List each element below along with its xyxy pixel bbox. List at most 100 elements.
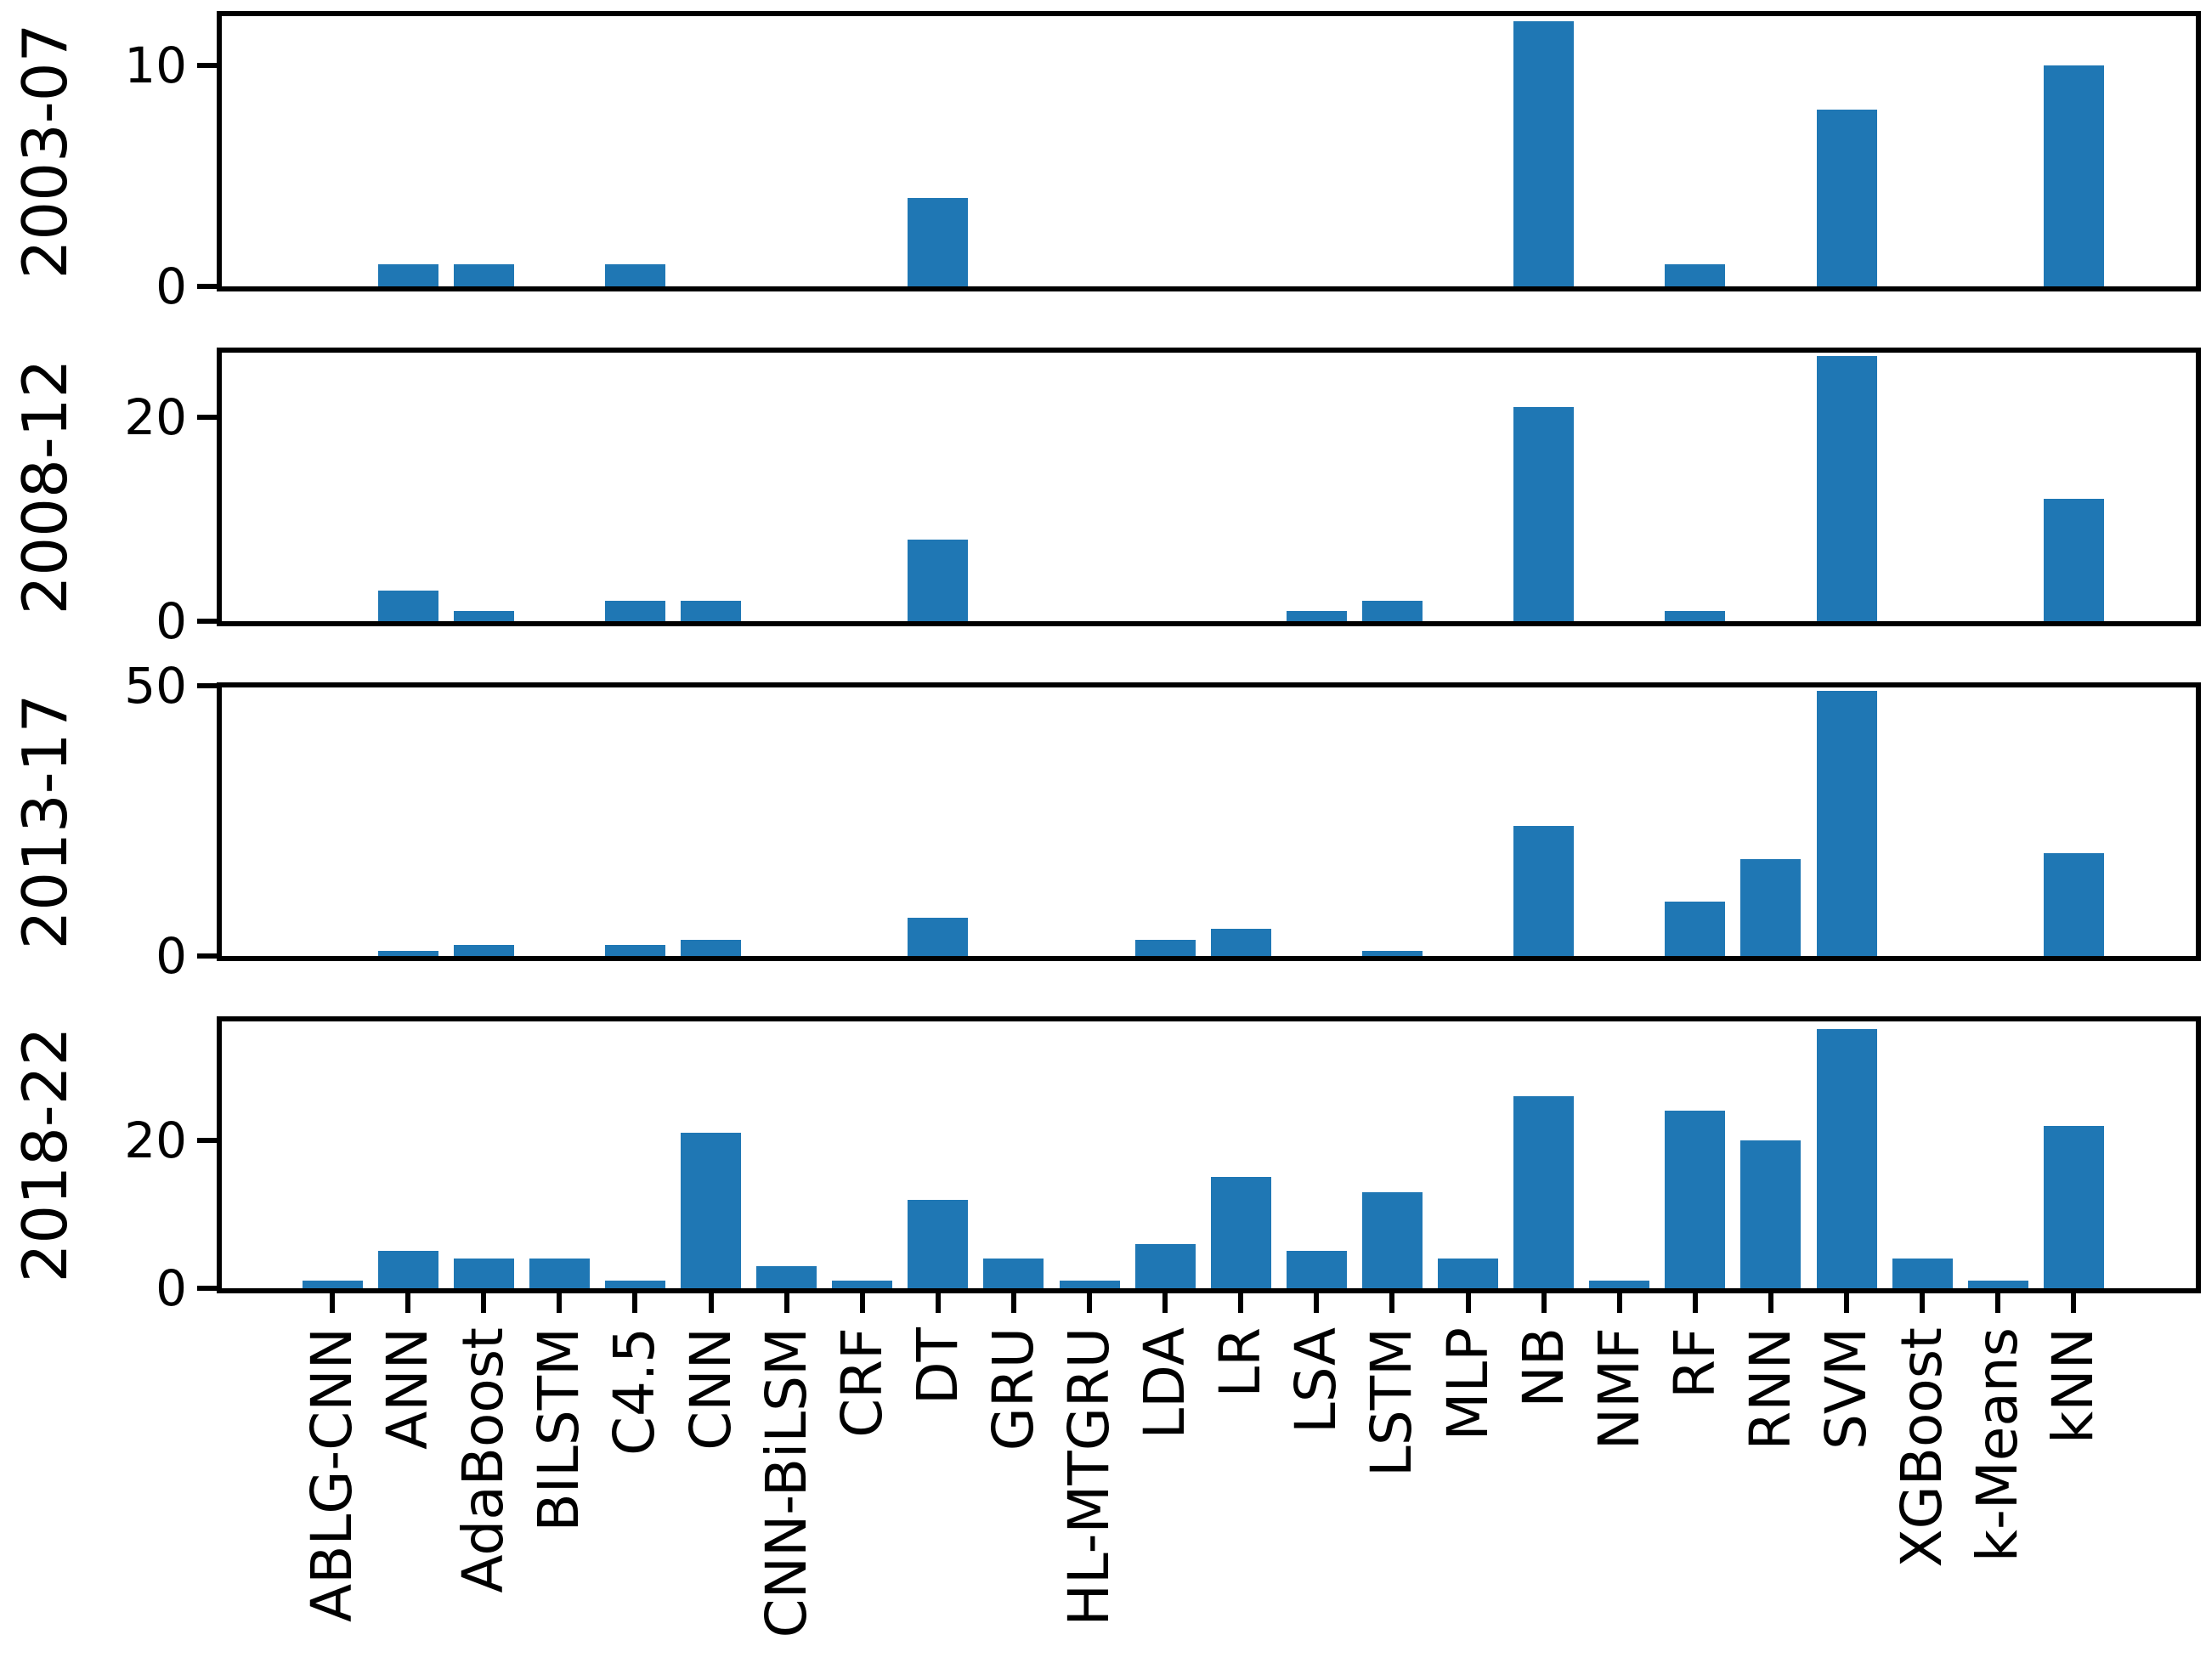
y-tick-mark: [197, 415, 217, 420]
row-label-2003-07: 2003-07: [9, 23, 81, 280]
y-tick-label: 10: [124, 37, 187, 94]
bar-ANN: [377, 951, 438, 956]
bar-LR: [1210, 929, 1271, 956]
bar-DT: [908, 198, 969, 286]
y-tick-mark: [197, 683, 217, 688]
y-tick-mark: [197, 1286, 217, 1291]
y-tick-label: 0: [156, 1259, 187, 1317]
bar-C4.5: [604, 1281, 665, 1288]
bar-LSTM: [1361, 601, 1423, 621]
bar-LR: [1210, 1177, 1271, 1288]
bar-C4.5: [604, 601, 665, 621]
x-tick-mark: [935, 1293, 941, 1313]
x-tick-mark: [405, 1293, 411, 1313]
x-tick-label-RF: RF: [1661, 1327, 1728, 1399]
x-tick-label-NMF: NMF: [1586, 1327, 1652, 1451]
bar-CNN: [681, 940, 741, 956]
x-tick-mark: [1692, 1293, 1698, 1313]
x-tick-label-C4.5: C4.5: [602, 1327, 668, 1457]
x-tick-label-HL-MTGRU: HL-MTGRU: [1056, 1327, 1122, 1626]
bar-ABLG-CNN: [302, 1281, 363, 1288]
bar-NB: [1513, 1096, 1575, 1288]
y-tick-mark: [197, 953, 217, 959]
y-tick-label: 0: [156, 257, 187, 315]
y-tick-label: 0: [156, 592, 187, 650]
bar-AdaBoost: [453, 611, 514, 621]
bar-AdaBoost: [453, 264, 514, 286]
bar-MLP: [1438, 1259, 1498, 1288]
x-tick-label-LDA: LDA: [1132, 1327, 1198, 1440]
x-tick-mark: [1465, 1293, 1471, 1313]
bar-k-Means: [1967, 1281, 2028, 1288]
x-tick-mark: [1920, 1293, 1926, 1313]
bar-HL-MTGRU: [1059, 1281, 1120, 1288]
x-tick-label-CRF: CRF: [829, 1327, 895, 1438]
bar-SVM: [1816, 110, 1877, 286]
bar-DT: [908, 540, 969, 621]
y-tick-label: 0: [156, 927, 187, 985]
bar-RF: [1665, 611, 1726, 621]
y-tick-label: 20: [124, 1112, 187, 1169]
x-tick-mark: [783, 1293, 789, 1313]
y-tick-mark: [197, 63, 217, 68]
x-tick-label-k-Means: k-Means: [1965, 1327, 2031, 1563]
x-tick-label-LSA: LSA: [1283, 1327, 1349, 1434]
bar-LSA: [1286, 611, 1347, 621]
bar-DT: [908, 918, 969, 956]
row-label-2008-12: 2008-12: [9, 359, 81, 615]
row-label-2013-17: 2013-17: [9, 693, 81, 950]
bar-LDA: [1134, 940, 1196, 956]
bar-ANN: [377, 591, 438, 621]
bar-LSA: [1286, 1251, 1347, 1288]
x-tick-label-BILSTM: BILSTM: [526, 1327, 592, 1532]
y-tick-mark: [197, 284, 217, 289]
x-tick-label-DT: DT: [904, 1327, 970, 1406]
bar-LSTM: [1361, 951, 1423, 956]
bar-XGBoost: [1892, 1259, 1953, 1288]
bar-NB: [1513, 826, 1575, 956]
bar-CNN-BiLSM: [756, 1266, 817, 1288]
x-tick-mark: [859, 1293, 865, 1313]
bar-LSTM: [1361, 1192, 1423, 1288]
bar-kNN: [2043, 853, 2104, 956]
bar-NB: [1513, 407, 1575, 621]
x-tick-label-SVM: SVM: [1813, 1327, 1879, 1450]
x-tick-label-LR: LR: [1208, 1327, 1274, 1398]
bar-RF: [1665, 1111, 1726, 1288]
y-tick-mark: [197, 1138, 217, 1143]
bar-RNN: [1740, 1140, 1802, 1288]
x-tick-mark: [557, 1293, 563, 1313]
x-tick-mark: [330, 1293, 335, 1313]
bar-GRU: [983, 1259, 1044, 1288]
x-tick-mark: [1238, 1293, 1244, 1313]
x-tick-mark: [632, 1293, 638, 1313]
x-tick-mark: [1087, 1293, 1092, 1313]
bar-ANN: [377, 1251, 438, 1288]
y-tick-label: 20: [124, 388, 187, 446]
x-tick-mark: [1010, 1293, 1016, 1313]
subplot-2013-17: [217, 682, 2201, 961]
bar-kNN: [2043, 1126, 2104, 1288]
bar-SVM: [1816, 356, 1877, 621]
x-tick-mark: [1768, 1293, 1773, 1313]
x-tick-label-GRU: GRU: [980, 1327, 1046, 1451]
subplot-2018-22: [217, 1016, 2201, 1293]
bar-C4.5: [604, 264, 665, 286]
bar-RF: [1665, 902, 1726, 956]
x-tick-label-ABLG-CNN: ABLG-CNN: [299, 1327, 365, 1622]
x-tick-label-ANN: ANN: [375, 1327, 441, 1450]
x-tick-mark: [1389, 1293, 1395, 1313]
bar-RNN: [1740, 859, 1802, 956]
x-tick-mark: [1616, 1293, 1622, 1313]
bar-CNN: [681, 601, 741, 621]
bar-CNN: [681, 1133, 741, 1288]
bar-AdaBoost: [453, 945, 514, 956]
x-tick-mark: [1314, 1293, 1320, 1313]
row-label-2018-22: 2018-22: [9, 1027, 81, 1283]
subplot-2003-07: [217, 11, 2201, 291]
bar-kNN: [2043, 499, 2104, 621]
x-tick-label-MLP: MLP: [1434, 1327, 1501, 1441]
x-tick-mark: [1162, 1293, 1168, 1313]
subplot-2008-12: [217, 348, 2201, 626]
